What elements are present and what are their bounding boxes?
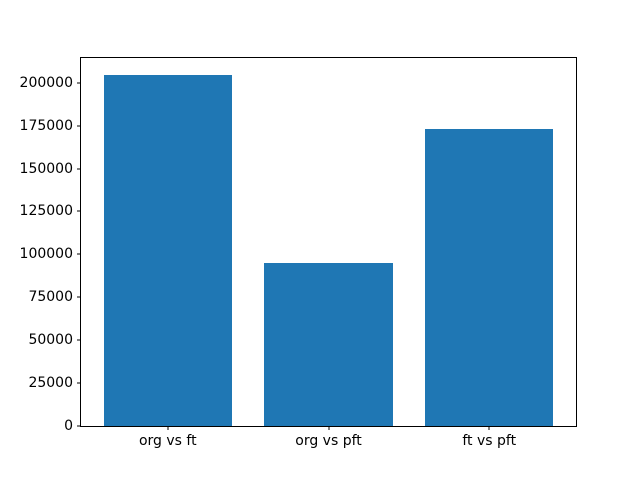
y-tick-mark	[77, 382, 81, 384]
y-tick-label: 25000	[28, 375, 73, 392]
y-tick-label: 175000	[19, 117, 73, 134]
y-tick-mark	[77, 210, 81, 212]
x-tick-mark	[167, 426, 169, 430]
x-tick-mark	[488, 426, 490, 430]
y-tick-label: 0	[64, 418, 73, 434]
y-tick-mark	[77, 296, 81, 298]
y-tick-label: 150000	[19, 160, 73, 177]
y-tick-label: 100000	[19, 246, 73, 263]
y-tick-mark	[77, 425, 81, 427]
x-tick-label: org vs pft	[295, 433, 362, 449]
y-tick-mark	[77, 82, 81, 84]
y-tick-label: 50000	[28, 332, 73, 349]
x-tick-label: org vs ft	[138, 433, 197, 449]
bar-ft-vs-pft	[424, 129, 554, 426]
y-tick-mark	[77, 168, 81, 170]
bar-org-vs-pft	[264, 262, 393, 426]
x-tick-label: ft vs pft	[462, 433, 517, 449]
y-tick-label: 75000	[28, 289, 73, 306]
y-tick-mark	[77, 125, 81, 127]
y-tick-label: 125000	[19, 203, 73, 220]
plot-area: 0 25000 50000 75000 100000 125000 150000 175000…	[20, 57, 577, 448]
y-tick-mark	[77, 253, 81, 255]
x-tick-mark	[328, 426, 329, 430]
y-tick-mark	[77, 339, 81, 341]
y-tick-label: 200000	[19, 74, 73, 91]
bar-org-vs-ft	[103, 75, 233, 426]
